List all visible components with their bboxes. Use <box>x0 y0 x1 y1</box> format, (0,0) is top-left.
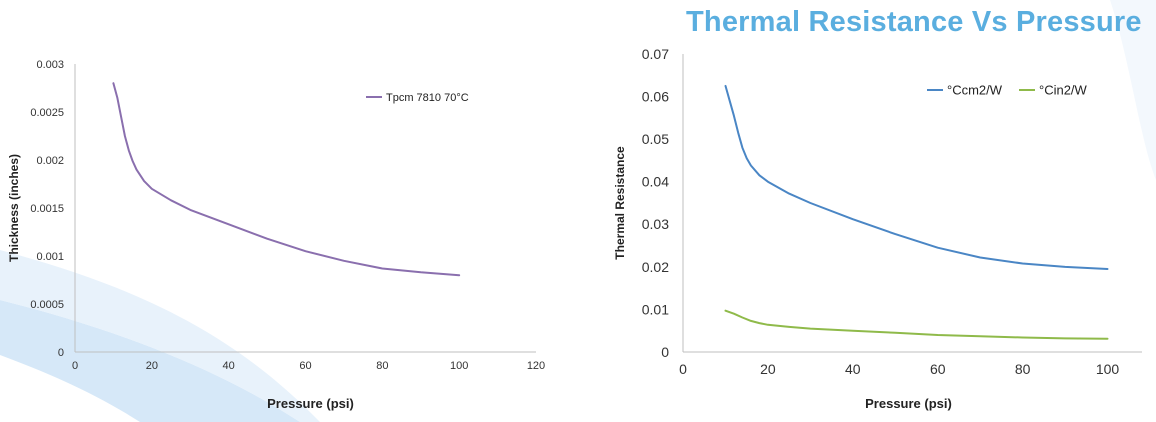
y-tick-label: 0 <box>58 347 64 359</box>
y-axis-title: Thickness (inches) <box>7 154 21 262</box>
x-axis-title: Pressure (psi) <box>267 396 354 411</box>
x-tick-label: 60 <box>930 361 946 377</box>
series-line <box>724 84 1109 270</box>
x-tick-label: 80 <box>1015 361 1031 377</box>
series-line <box>112 82 461 277</box>
x-tick-label: 0 <box>679 361 687 377</box>
series-line <box>724 309 1109 340</box>
x-tick-label: 20 <box>760 361 776 377</box>
y-tick-label: 0.0025 <box>30 107 64 119</box>
x-tick-label: 0 <box>72 360 78 372</box>
y-tick-label: 0.05 <box>642 131 669 147</box>
y-tick-label: 0 <box>661 344 669 360</box>
y-tick-label: 0.02 <box>642 259 669 275</box>
chart-main-title: Thermal Resistance Vs Pressure <box>686 6 1142 38</box>
y-tick-label: 0.0005 <box>30 299 64 311</box>
x-tick-label: 80 <box>376 360 388 372</box>
legend-label: °Cin2/W <box>1039 83 1088 98</box>
y-tick-label: 0.03 <box>642 216 669 232</box>
x-tick-label: 40 <box>223 360 235 372</box>
x-axis-title: Pressure (psi) <box>865 396 952 411</box>
thermal-resistance-vs-pressure-chart: 0 0.01 0.02 0.03 0.04 0.05 0.06 0.07 0 20 40 60 80 10… <box>613 46 1142 411</box>
y-tick-label: 0.06 <box>642 88 669 104</box>
legend-label: °Ccm2/W <box>947 83 1003 98</box>
x-tick-label: 100 <box>1096 361 1120 377</box>
thickness-vs-pressure-chart: 0 0.0005 0.001 0.0015 0.002 0.0025 0.003 0 20 40 6… <box>7 59 545 411</box>
y-tick-label: 0.0015 <box>30 203 64 215</box>
y-tick-label: 0.07 <box>642 46 669 62</box>
y-tick-label: 0.01 <box>642 301 669 317</box>
x-tick-label: 20 <box>146 360 158 372</box>
x-tick-label: 120 <box>527 360 545 372</box>
legend-label: Tpcm 7810 70°C <box>386 92 469 104</box>
x-tick-label: 40 <box>845 361 861 377</box>
y-tick-label: 0.003 <box>36 59 64 71</box>
y-tick-label: 0.001 <box>36 251 64 263</box>
x-tick-label: 60 <box>299 360 311 372</box>
y-axis-title: Thermal Resistance <box>613 146 627 260</box>
x-tick-label: 100 <box>450 360 468 372</box>
y-tick-label: 0.04 <box>642 174 669 190</box>
y-tick-label: 0.002 <box>36 155 64 167</box>
